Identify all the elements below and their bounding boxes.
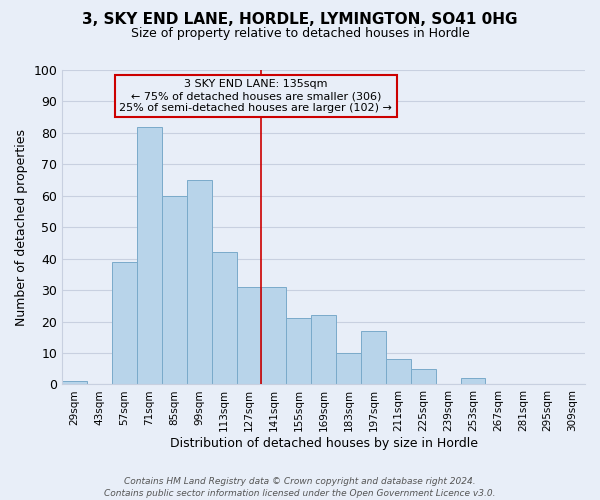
Bar [262, 287, 286, 384]
Bar [112, 262, 137, 384]
Text: 3 SKY END LANE: 135sqm
← 75% of detached houses are smaller (306)
25% of semi-de: 3 SKY END LANE: 135sqm ← 75% of detached… [119, 80, 392, 112]
Text: Size of property relative to detached houses in Hordle: Size of property relative to detached ho… [131, 28, 469, 40]
Bar [461, 378, 485, 384]
Y-axis label: Number of detached properties: Number of detached properties [15, 128, 28, 326]
Bar [62, 382, 87, 384]
Text: Contains HM Land Registry data © Crown copyright and database right 2024.
Contai: Contains HM Land Registry data © Crown c… [104, 476, 496, 498]
X-axis label: Distribution of detached houses by size in Hordle: Distribution of detached houses by size … [170, 437, 478, 450]
Bar [386, 360, 411, 384]
Bar [286, 318, 311, 384]
Bar [311, 316, 336, 384]
Text: 3, SKY END LANE, HORDLE, LYMINGTON, SO41 0HG: 3, SKY END LANE, HORDLE, LYMINGTON, SO41… [82, 12, 518, 28]
Bar [212, 252, 236, 384]
Bar [361, 331, 386, 384]
Bar [336, 353, 361, 384]
Bar [162, 196, 187, 384]
Bar [187, 180, 212, 384]
Bar [236, 287, 262, 384]
Bar [411, 368, 436, 384]
Bar [137, 126, 162, 384]
